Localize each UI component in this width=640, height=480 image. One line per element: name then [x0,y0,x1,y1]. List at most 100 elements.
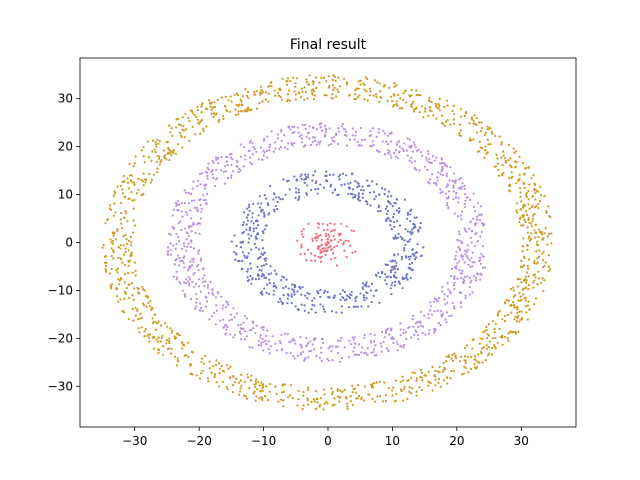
data-point [354,250,357,253]
data-point [456,215,460,218]
data-point [362,189,365,192]
data-point [345,298,348,301]
data-point [427,150,430,153]
data-point [396,104,399,107]
data-point [245,216,249,219]
data-point [130,282,134,285]
data-point [198,172,202,176]
data-point [282,178,285,181]
data-point [305,175,308,178]
data-point [211,173,214,176]
data-point [463,114,467,118]
data-point [197,252,200,255]
data-point [246,397,249,400]
data-point [349,395,352,398]
data-point [319,303,322,306]
data-point [394,155,398,158]
data-point [412,325,415,328]
data-point [394,267,397,270]
data-point [273,210,276,213]
data-point [230,152,233,155]
data-point [534,191,537,195]
data-point [195,282,198,286]
data-point [526,248,529,251]
data-point [397,93,400,97]
data-point [224,165,227,168]
data-point [134,269,137,272]
data-point [458,123,462,126]
data-point [468,286,471,289]
data-point [225,300,228,303]
data-point [269,81,272,85]
data-point [518,155,521,158]
data-point [421,379,424,382]
data-point [452,104,456,107]
data-point [258,384,262,387]
data-point [462,372,465,375]
data-point [276,137,279,140]
data-point [246,280,250,283]
data-point [199,120,202,123]
data-point [414,251,417,254]
data-point [291,125,294,128]
data-point [279,95,282,99]
data-point [351,251,354,254]
data-point [249,262,252,265]
data-point [165,158,168,161]
data-point [429,304,432,308]
data-point [467,370,470,374]
data-point [243,381,246,384]
data-point [269,265,272,268]
data-point [128,174,132,177]
data-point [345,294,349,297]
data-point [476,150,480,153]
data-point [514,160,517,163]
data-point [361,196,364,199]
data-point [470,279,473,282]
data-point [276,207,279,211]
data-point [356,141,359,144]
data-point [519,265,523,268]
data-point [452,122,456,125]
data-point [232,375,235,379]
data-point [409,276,412,280]
data-point [302,390,305,394]
data-point [197,285,201,288]
data-point [215,158,218,161]
data-point [111,242,114,245]
data-point [309,188,313,191]
data-point [394,234,397,237]
data-point [366,353,369,356]
data-point [199,259,203,262]
data-point [214,372,217,376]
data-point [229,365,232,368]
data-point [431,389,434,392]
data-point [450,274,453,278]
data-point [402,92,405,95]
data-point [203,187,206,190]
data-point [353,346,356,349]
data-point [236,93,240,97]
data-point [364,76,367,79]
data-point [311,343,314,346]
data-point [408,390,411,393]
data-point [456,277,459,280]
data-point [386,100,389,103]
data-point [385,219,388,223]
data-point [221,307,224,310]
data-point [473,114,476,117]
data-point [269,382,272,386]
data-point [204,107,208,110]
data-point [413,216,416,219]
data-point [333,228,336,231]
data-point [208,101,212,104]
data-point [464,367,468,370]
data-point [399,97,402,100]
data-point [206,377,209,380]
data-point [383,335,386,339]
data-point [463,227,466,230]
data-point [466,196,469,199]
data-point [128,296,131,299]
data-point [193,199,196,202]
data-point [365,285,368,288]
